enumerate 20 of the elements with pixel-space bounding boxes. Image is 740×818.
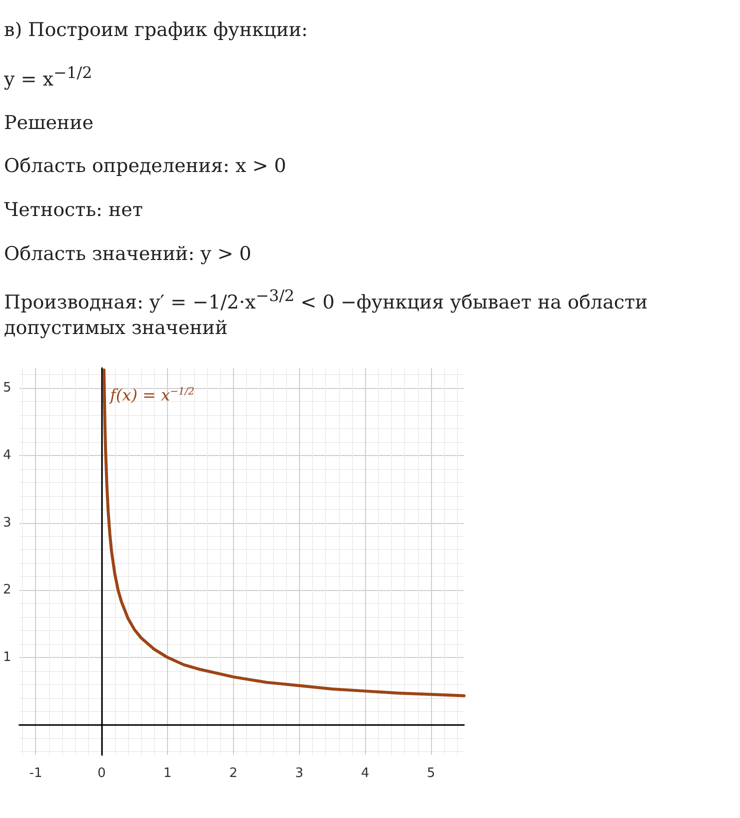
- x-tick-label: 3: [295, 766, 304, 781]
- x-tick-label: -1: [29, 766, 42, 781]
- x-tick-label: 4: [361, 766, 370, 781]
- y-tick-label: 5: [2, 380, 12, 396]
- text: y = x$^{−1/2}$: [4, 62, 94, 92]
- y-tick-label: 1: [2, 650, 12, 665]
- y-tick-label: 3: [2, 515, 12, 530]
- chart-title: в) Построим график функции:: [4, 18, 309, 43]
- text: Производная: y′ = −1/2·x$^{−3/2}$ < 0 −функция убывает на области допустимых значений: [4, 286, 648, 340]
- line-series: [102, 368, 466, 698]
- x-tick-label: 1: [163, 766, 172, 781]
- x-tick-label: 2: [229, 766, 238, 781]
- x-tick-label: 5: [426, 766, 436, 781]
- y-tick-label: 2: [2, 582, 12, 598]
- text: Область значений: y > 0: [4, 242, 252, 267]
- text: Область определения: x > 0: [4, 154, 288, 180]
- text: Четность: нет: [4, 198, 144, 223]
- text: Решение: [4, 110, 95, 136]
- y-tick-label: 4: [2, 448, 12, 463]
- x-tick-label: 0: [97, 766, 106, 781]
